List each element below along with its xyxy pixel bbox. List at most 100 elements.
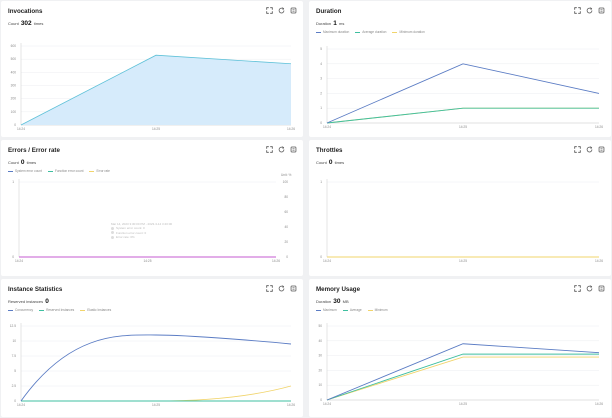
reserved-instances: Reserved instances 0 — [8, 298, 49, 305]
panel-title: Duration — [316, 8, 342, 15]
invocations-chart: 0 100 200 300 400 500 600 14:24 14:25 14:26 — [11, 43, 295, 131]
y-tick-label: 30 — [318, 354, 322, 358]
y-tick-label: 0 — [14, 399, 16, 403]
duration-chart: 0 1 2 3 4 5 14:24 14:25 14:26 — [320, 46, 603, 129]
refresh-icon[interactable] — [278, 7, 285, 14]
y-tick-label: 7.5 — [12, 354, 17, 358]
y-tick-label: 300 — [11, 84, 17, 88]
fullscreen-icon[interactable] — [266, 285, 273, 292]
series-line-minimum-duration — [326, 107, 599, 124]
y-tick-label: 500 — [11, 57, 17, 61]
panel-title: Errors / Error rate — [8, 147, 60, 154]
panel-actions — [574, 146, 605, 153]
invocations-line — [20, 54, 292, 126]
memory-chart: 0 10 20 30 40 50 14:24 14:25 14:26 — [318, 323, 603, 406]
settings-icon[interactable] — [290, 285, 297, 292]
y-tick-label: 600 — [11, 44, 17, 48]
y-tick-label: 50 — [318, 324, 322, 328]
settings-icon[interactable] — [598, 7, 605, 14]
refresh-icon[interactable] — [586, 146, 593, 153]
y-tick-label: 0 — [320, 255, 322, 259]
settings-icon[interactable] — [290, 146, 297, 153]
legend-item-reserved-instances[interactable]: Reserved Instances — [39, 308, 74, 312]
series-line-average — [326, 353, 599, 401]
y2-tick-label: 40 — [284, 225, 288, 229]
legend-item-minimum-duration[interactable]: Minimum duration — [392, 30, 425, 34]
fullscreen-icon[interactable] — [574, 146, 581, 153]
settings-icon[interactable] — [598, 146, 605, 153]
error-count: Count 0 times — [8, 159, 37, 166]
panel-actions — [266, 146, 297, 153]
throttle-count: Count 0 times — [316, 159, 345, 166]
chart-legend: Maximum Average Minimum — [316, 308, 388, 312]
legend-item-elastic-instances[interactable]: Elastic Instances — [80, 308, 111, 312]
memory-panel: Memory Usage Duration 30 MB Maximum Aver… — [309, 279, 611, 417]
invocations-area — [21, 55, 291, 125]
x-tick-label: 14:24 — [17, 403, 25, 407]
chart-legend: Maximum duration Average duration Minimu… — [316, 30, 425, 34]
panel-actions — [266, 7, 297, 14]
y-tick-label: 10 — [318, 383, 322, 387]
duration-value: Duration 1 ms — [316, 20, 345, 27]
legend-item-function-error-count[interactable]: Function error count — [47, 169, 83, 173]
x-tick-label: 14:25 — [144, 259, 152, 263]
y-tick-label: 2.5 — [12, 384, 17, 388]
y-tick-label: 400 — [11, 70, 17, 74]
errors-panel: Errors / Error rate Count 0 times System… — [1, 140, 303, 276]
panel-actions — [574, 7, 605, 14]
instances-chart: 0 2.5 5 7.5 10 12.5 14:24 14:25 14:26 — [10, 323, 295, 407]
y-tick-label: 200 — [11, 97, 17, 101]
fullscreen-icon[interactable] — [266, 146, 273, 153]
y2-tick-label: 100 — [283, 180, 289, 184]
memory-value: Duration 30 MB — [316, 298, 349, 305]
fullscreen-icon[interactable] — [574, 7, 581, 14]
series-line-maximum — [326, 343, 600, 401]
panel-title: Invocations — [8, 8, 43, 15]
y-tick-label: 0 — [320, 398, 322, 402]
y-tick-label: 1 — [320, 180, 322, 184]
y-tick-label: 0 — [320, 121, 322, 125]
series-line-minimum — [326, 356, 599, 401]
throttles-chart: 0 1 14:24 14:25 14:26 — [320, 179, 603, 263]
y-tick-label: 1 — [12, 180, 14, 184]
legend-item-maximum-duration[interactable]: Maximum duration — [316, 30, 349, 34]
legend-item-average[interactable]: Average — [342, 308, 362, 312]
instances-panel: Instance Statistics Reserved instances 0… — [1, 279, 303, 417]
y-tick-label: 1 — [320, 106, 322, 110]
legend-item-average-duration[interactable]: Average duration — [355, 30, 386, 34]
x-tick-label: 14:25 — [152, 403, 160, 407]
legend-item-maximum[interactable]: Maximum — [316, 308, 337, 312]
refresh-icon[interactable] — [586, 7, 593, 14]
refresh-icon[interactable] — [278, 146, 285, 153]
legend-item-concurrency[interactable]: Concurrency — [8, 308, 33, 312]
refresh-icon[interactable] — [278, 285, 285, 292]
refresh-icon[interactable] — [586, 285, 593, 292]
panel-title: Throttles — [316, 147, 343, 154]
panel-actions — [266, 285, 297, 292]
x-tick-label: 14:26 — [287, 127, 295, 131]
series-line-concurrency — [20, 334, 292, 402]
x-tick-label: 14:25 — [459, 402, 467, 406]
y-tick-label: 2 — [320, 91, 322, 95]
throttles-panel: Throttles Count 0 times 0 1 14:24 14:25 14:2… — [309, 140, 611, 276]
fullscreen-icon[interactable] — [266, 7, 273, 14]
y-tick-label: 0 — [14, 123, 16, 127]
invocation-count: Count 302 times — [8, 20, 44, 27]
x-tick-label: 14:26 — [595, 402, 603, 406]
x-tick-label: 14:25 — [459, 125, 467, 129]
legend-item-system-error-count[interactable]: System error count — [8, 169, 42, 173]
y2-tick-label: 60 — [284, 210, 288, 214]
settings-icon[interactable] — [290, 7, 297, 14]
y-tick-label: 0 — [12, 255, 14, 259]
chart-tooltip: Mar 14, 2023 3:30:00 PM - 2023-3-14 3:40… — [111, 222, 172, 239]
tooltip-row: System error count: 0 — [116, 226, 145, 231]
panel-actions — [574, 285, 605, 292]
legend-item-minimum[interactable]: Minimum — [367, 308, 388, 312]
settings-icon[interactable] — [598, 285, 605, 292]
legend-item-error-rate[interactable]: Error rate — [89, 169, 110, 173]
tooltip-row: Function error count: 0 — [116, 230, 147, 235]
fullscreen-icon[interactable] — [574, 285, 581, 292]
panel-title: Instance Statistics — [8, 286, 63, 293]
y-tick-label: 40 — [318, 339, 322, 343]
